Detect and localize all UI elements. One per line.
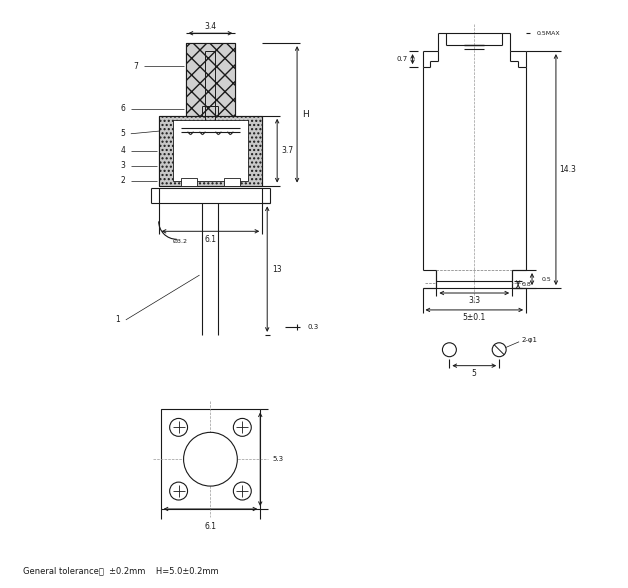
Text: 5±0.1: 5±0.1 (463, 313, 486, 322)
Bar (185, 43, 236, 116)
Text: Ø3.2: Ø3.2 (173, 239, 188, 244)
Bar (173, 120, 248, 181)
Circle shape (234, 482, 251, 500)
Text: 13: 13 (273, 265, 282, 273)
Text: 14.3: 14.3 (560, 165, 577, 174)
Bar (224, 178, 241, 186)
Text: General tolerance：  ±0.2mm    H=5.0±0.2mm: General tolerance： ±0.2mm H=5.0±0.2mm (23, 566, 219, 575)
Circle shape (170, 482, 188, 500)
Text: 5: 5 (121, 129, 126, 138)
Bar (161, 409, 260, 509)
Circle shape (170, 419, 188, 436)
Text: 0.7: 0.7 (397, 56, 408, 62)
Circle shape (492, 343, 506, 357)
Text: 7: 7 (133, 62, 138, 71)
Bar (181, 178, 197, 186)
Bar (159, 116, 263, 186)
Text: 4: 4 (121, 146, 126, 155)
Text: 0.8: 0.8 (521, 282, 531, 287)
Text: 6.1: 6.1 (205, 235, 217, 244)
Text: 3.7: 3.7 (281, 146, 293, 155)
Text: 0.3: 0.3 (307, 324, 318, 330)
Text: 0.5MAX: 0.5MAX (536, 31, 560, 36)
Circle shape (183, 432, 237, 486)
Text: 3: 3 (121, 161, 126, 170)
Text: 1: 1 (116, 315, 120, 325)
Text: 5.3: 5.3 (273, 456, 284, 462)
Text: 3.4: 3.4 (204, 22, 217, 31)
Text: 0.5: 0.5 (542, 276, 552, 282)
Text: H: H (301, 110, 308, 119)
Circle shape (443, 343, 457, 357)
Text: 2: 2 (121, 176, 125, 185)
Text: 2-φ1: 2-φ1 (521, 337, 537, 343)
Text: 6: 6 (121, 105, 126, 113)
Text: 3.3: 3.3 (468, 296, 480, 306)
Circle shape (234, 419, 251, 436)
Text: 6.1: 6.1 (205, 522, 217, 532)
Text: 5: 5 (472, 369, 477, 378)
